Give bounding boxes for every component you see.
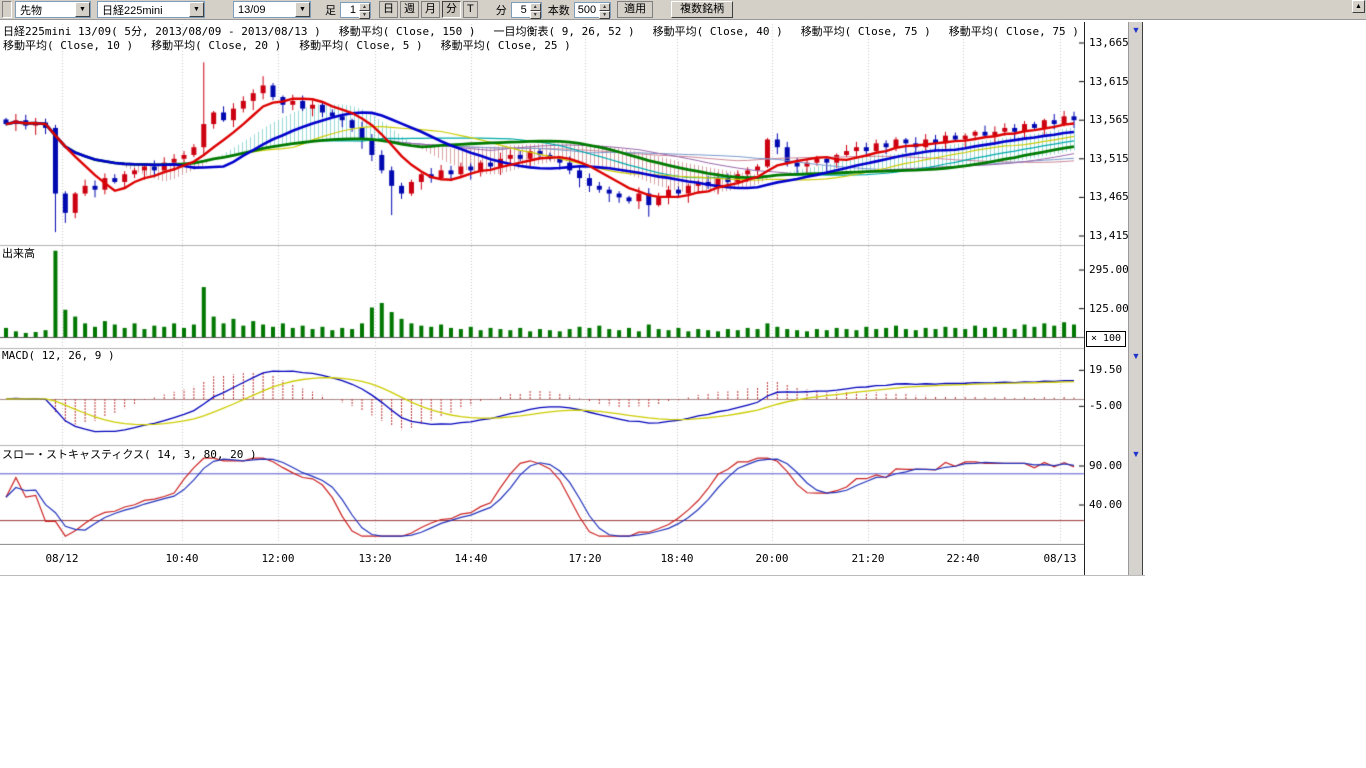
macd-panel-title: MACD( 12, 26, 9 ) (2, 349, 115, 362)
x-axis-label: 08/13 (1038, 552, 1082, 565)
x-axis-label: 12:00 (256, 552, 300, 565)
stoch-axis-label: 40.00 (1089, 498, 1122, 511)
price-axis-label: 13,665 (1089, 36, 1129, 49)
x-axis-label: 17:20 (563, 552, 607, 565)
legend-item: 移動平均( Close, 25 ) (441, 37, 571, 53)
x-axis-label: 14:40 (449, 552, 493, 565)
x-axis-label: 08/12 (40, 552, 84, 565)
pane-scroll-down-icon[interactable]: ▼ (1130, 449, 1142, 460)
app-window: 先物 ▼ 日経225mini ▼ 13/09 ▼ 足 1 ▲▼ 日 週 月 分 … (0, 0, 1366, 768)
legend-item: 移動平均( Close, 10 ) (3, 37, 133, 53)
legend-item: 移動平均( Close, 20 ) (151, 37, 281, 53)
volume-axis-label: 295.00 (1089, 263, 1129, 276)
window-scroll-up-button[interactable]: ▲ (1352, 0, 1365, 13)
x-axis-label: 21:20 (846, 552, 890, 565)
stoch-panel-title: スロー・ストキャスティクス( 14, 3, 80, 20 ) (2, 446, 257, 462)
x-axis-label: 22:40 (941, 552, 985, 565)
chart-legend-line2: 移動平均( Close, 10 ) 移動平均( Close, 20 ) 移動平均… (3, 37, 571, 53)
chart-region: 日経225mini 13/09( 5分, 2013/08/09 - 2013/0… (0, 0, 1366, 768)
price-axis-label: 13,515 (1089, 152, 1129, 165)
x-axis-label: 18:40 (655, 552, 699, 565)
chart-canvas[interactable] (0, 22, 1085, 545)
chart-bottom-border (0, 575, 1145, 576)
stoch-axis-label: 90.00 (1089, 459, 1122, 472)
x-axis-label: 10:40 (160, 552, 204, 565)
up-arrow-icon: ▲ (1355, 3, 1362, 10)
plot-right-border (1084, 22, 1085, 575)
x-axis-label: 20:00 (750, 552, 794, 565)
vertical-scrollbar[interactable]: ▼ ▼ ▼ (1128, 22, 1143, 575)
price-axis-label: 13,465 (1089, 190, 1129, 203)
legend-item: 移動平均( Close, 75 ) (949, 23, 1079, 39)
legend-item: 移動平均( Close, 5 ) (299, 37, 422, 53)
volume-axis-label: 125.00 (1089, 302, 1129, 315)
legend-item: 移動平均( Close, 75 ) (801, 23, 931, 39)
price-axis-label: 13,565 (1089, 113, 1129, 126)
legend-item: 移動平均( Close, 40 ) (653, 23, 783, 39)
price-axis-label: 13,615 (1089, 75, 1129, 88)
volume-multiplier-box: × 100 (1086, 331, 1126, 347)
volume-panel-title: 出来高 (2, 245, 35, 261)
macd-axis-label: 19.50 (1089, 363, 1122, 376)
pane-scroll-down-icon[interactable]: ▼ (1130, 351, 1142, 362)
macd-axis-label: -5.00 (1089, 399, 1122, 412)
price-axis-label: 13,415 (1089, 229, 1129, 242)
x-axis-label: 13:20 (353, 552, 397, 565)
pane-scroll-down-icon[interactable]: ▼ (1130, 25, 1142, 36)
